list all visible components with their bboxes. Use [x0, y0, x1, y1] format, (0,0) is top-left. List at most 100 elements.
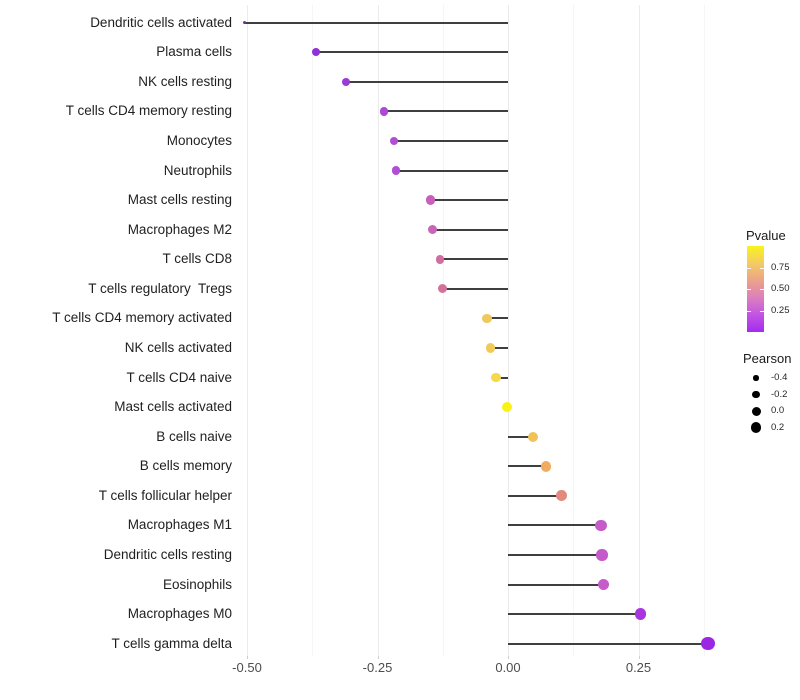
stem-1 [244, 21, 508, 24]
data-point-15[interactable] [527, 431, 539, 442]
y-axis-label: Dendritic cells resting [103, 546, 232, 562]
pearson-legend-title: Pearson [743, 351, 792, 366]
y-axis-label: T cells regulatory Tregs [88, 280, 232, 296]
data-point-12[interactable] [485, 343, 495, 353]
data-point-21[interactable] [634, 608, 647, 620]
data-point-6[interactable] [391, 166, 401, 175]
y-axis-label: Macrophages M1 [127, 517, 232, 533]
x-axis-tick [377, 656, 379, 659]
data-point-11[interactable] [482, 313, 492, 324]
colorbar-tick-label: 0.25 [771, 304, 790, 316]
y-axis-label: NK cells activated [124, 339, 232, 355]
data-point-8[interactable] [427, 225, 437, 235]
stem-6 [395, 169, 508, 172]
stem-20 [508, 583, 604, 586]
stem-12 [490, 346, 508, 349]
y-axis-label: T cells follicular helper [98, 487, 232, 503]
y-axis-label: NK cells resting [138, 73, 232, 89]
gridline-minor [573, 5, 575, 656]
colorbar-tick-label: 0.75 [771, 261, 790, 273]
stem-13 [495, 376, 508, 379]
y-axis-label: T cells CD8 [162, 251, 232, 267]
stem-17 [508, 494, 562, 497]
gridline-major [377, 5, 379, 656]
stem-16 [508, 465, 547, 468]
y-axis-label: Eosinophils [162, 576, 232, 592]
y-axis-label: T cells gamma delta [111, 635, 232, 651]
data-point-17[interactable] [556, 490, 568, 502]
y-axis-label: Macrophages M2 [127, 221, 232, 237]
data-point-2[interactable] [311, 48, 320, 57]
stem-5 [394, 139, 508, 142]
y-axis-label: B cells naive [156, 428, 232, 444]
y-axis-label: Dendritic cells activated [90, 14, 232, 30]
stem-3 [346, 80, 508, 83]
x-axis-tick-label: -0.50 [232, 660, 262, 675]
stem-8 [432, 228, 508, 231]
stem-22 [508, 642, 708, 645]
data-point-20[interactable] [598, 579, 610, 591]
stem-7 [430, 199, 508, 202]
stem-18 [508, 524, 601, 527]
colorbar-tick [760, 267, 764, 269]
y-axis-label: Monocytes [166, 132, 232, 148]
data-point-3[interactable] [341, 77, 351, 87]
size-legend-label: 0.0 [771, 405, 785, 416]
size-legend-dot [753, 375, 759, 381]
data-point-19[interactable] [596, 549, 608, 561]
data-point-18[interactable] [595, 519, 607, 532]
data-point-13[interactable] [491, 372, 501, 383]
x-axis-tick [508, 656, 509, 659]
data-point-22[interactable] [701, 636, 715, 651]
y-axis-label: T cells CD4 memory resting [65, 103, 232, 119]
x-axis-tick-label: 0.00 [495, 660, 521, 675]
colorbar-tick [760, 289, 764, 290]
size-legend-label: -0.2 [771, 388, 788, 400]
size-legend-dot [750, 422, 762, 433]
colorbar-tick [747, 310, 751, 312]
stem-15 [508, 435, 534, 438]
size-legend-label: 0.2 [771, 421, 785, 433]
gridline-major [638, 5, 640, 656]
size-legend-dot [751, 406, 761, 416]
gridline-minor [442, 5, 444, 656]
y-axis-label: T cells CD4 naive [126, 369, 232, 385]
data-point-9[interactable] [435, 254, 445, 264]
colorbar-tick [760, 310, 764, 312]
data-point-7[interactable] [425, 195, 436, 205]
colorbar-tick [747, 267, 751, 269]
x-axis-tick-label: 0.25 [625, 660, 652, 675]
stem-9 [440, 258, 508, 261]
stem-11 [487, 317, 508, 320]
data-point-4[interactable] [379, 107, 388, 116]
stem-21 [508, 613, 641, 616]
data-point-16[interactable] [540, 460, 552, 472]
data-point-10[interactable] [437, 284, 447, 294]
stem-10 [442, 287, 508, 290]
pvalue-legend-title: Pvalue [746, 228, 786, 243]
stem-2 [315, 51, 508, 54]
y-axis-label: Plasma cells [156, 44, 232, 60]
y-axis-label: Mast cells resting [127, 192, 232, 208]
pvalue-colorbar [747, 246, 764, 332]
stem-4 [383, 110, 508, 113]
plot-panel [238, 5, 715, 656]
stem-19 [508, 553, 602, 556]
size-legend-label: -0.4 [771, 372, 788, 383]
y-axis-label: Macrophages M0 [127, 606, 232, 622]
gridline-minor [312, 5, 314, 656]
x-axis-tick [247, 656, 248, 659]
y-axis-label: Mast cells activated [114, 399, 232, 415]
data-point-5[interactable] [390, 136, 399, 145]
size-legend-dot [752, 390, 760, 399]
y-axis-label: Neutrophils [163, 162, 232, 178]
gridline-minor [703, 5, 705, 656]
colorbar-tick-label: 0.50 [771, 283, 790, 294]
data-point-1[interactable] [242, 20, 247, 25]
x-axis-tick [638, 656, 640, 659]
data-point-14[interactable] [502, 402, 513, 413]
gridline-major [247, 5, 248, 656]
colorbar-tick [747, 289, 751, 290]
y-axis-label: T cells CD4 memory activated [52, 310, 232, 326]
